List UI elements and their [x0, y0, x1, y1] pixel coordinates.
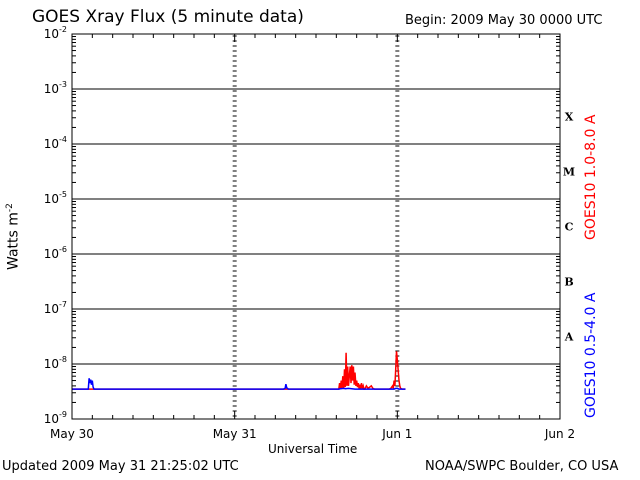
flare-class-X: X	[565, 111, 574, 124]
flare-class-C: C	[565, 221, 574, 234]
y-tick-label-exponent: -4	[59, 135, 67, 144]
y-tick-label: 10-3	[44, 80, 67, 96]
flare-class-M: M	[563, 166, 575, 179]
y-tick-label-exponent: -5	[59, 190, 67, 199]
y-tick-label-base: 10	[44, 192, 59, 206]
y-axis-ticks: 10-910-810-710-610-510-410-310-2	[44, 25, 560, 426]
x-tick-label: Jun 2	[544, 427, 575, 441]
chart-title: GOES Xray Flux (5 minute data)	[32, 7, 304, 27]
series-line-0	[72, 351, 406, 390]
y-tick-label: 10-6	[44, 245, 67, 261]
y-tick-label: 10-5	[44, 190, 67, 206]
y-tick-label-exponent: -6	[59, 245, 67, 254]
y-tick-label-exponent: -2	[59, 25, 67, 34]
flare-class-labels: A B C M X	[563, 111, 575, 344]
y-tick-label-base: 10	[44, 302, 59, 316]
updated-timestamp: Updated 2009 May 31 21:25:02 UTC	[2, 459, 239, 474]
y-tick-label-exponent: -7	[59, 300, 67, 309]
y-tick-label: 10-7	[44, 300, 67, 316]
y-tick-label-base: 10	[44, 137, 59, 151]
begin-time: Begin: 2009 May 30 0000 UTC	[405, 13, 603, 28]
x-axis-ticks: May 30 May 31 Jun 1 Jun 2	[50, 34, 575, 441]
y-tick-label: 10-4	[44, 135, 67, 151]
horizontal-gridlines	[72, 88, 560, 365]
x-axis-label: Universal Time	[268, 442, 358, 456]
flare-class-A: A	[564, 331, 574, 344]
y-tick-label: 10-9	[44, 410, 67, 426]
x-tick-label: May 31	[213, 427, 257, 441]
plot-frame	[71, 33, 561, 420]
x-tick-label: May 30	[50, 427, 94, 441]
y-tick-label: 10-8	[44, 355, 67, 371]
y-tick-label: 10-2	[44, 25, 67, 41]
y-tick-label-exponent: -8	[59, 355, 67, 364]
y-tick-label-base: 10	[44, 82, 59, 96]
x-tick-label: Jun 1	[381, 427, 412, 441]
credit-line: NOAA/SWPC Boulder, CO USA	[425, 459, 619, 474]
y-tick-label-base: 10	[44, 247, 59, 261]
y-tick-label-exponent: -3	[59, 80, 67, 89]
y-tick-label-base: 10	[44, 412, 59, 426]
y-tick-label-exponent: -9	[59, 410, 67, 419]
series-lines	[72, 351, 406, 390]
flare-class-B: B	[564, 276, 573, 289]
y-tick-label-base: 10	[44, 357, 59, 371]
series-line-1	[72, 378, 406, 390]
y-tick-label-base: 10	[44, 27, 59, 41]
